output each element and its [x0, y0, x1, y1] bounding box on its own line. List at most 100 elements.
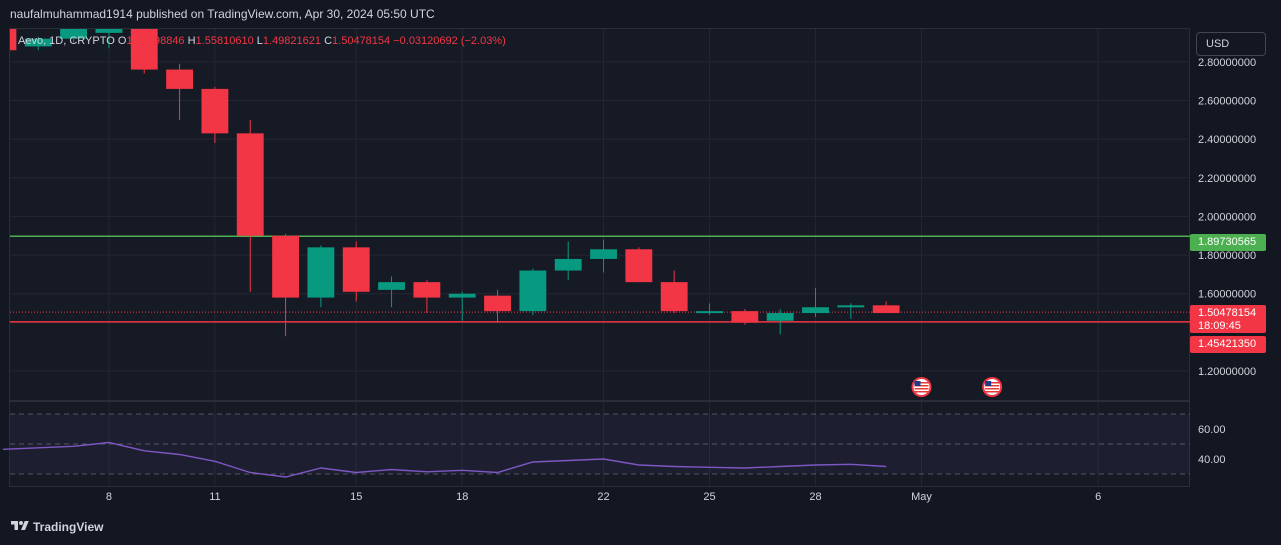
flag-canton	[914, 381, 921, 386]
publisher-caption: naufalmuhammad1914 published on TradingV…	[10, 7, 435, 21]
candle-body	[413, 282, 441, 298]
us-flag-event-icon	[911, 377, 932, 397]
candle	[625, 247, 653, 283]
candlestick-series	[10, 29, 900, 337]
axis-labels: 2.80000000 2.60000000 2.40000000 2.20000000…	[106, 57, 1256, 503]
candle-body	[272, 235, 299, 298]
price-axis-label: 1.60000000	[1198, 289, 1256, 301]
candle	[837, 303, 865, 319]
tradingview-brand[interactable]: TradingView	[33, 520, 104, 534]
candle-body	[590, 249, 617, 259]
last-price-tag: 1.50478154 18:09:45	[1190, 305, 1266, 333]
price-axis-label: 2.60000000	[1198, 95, 1256, 107]
candle	[519, 268, 547, 315]
legend-high-label: H	[187, 35, 196, 47]
candle	[307, 245, 335, 308]
candle	[731, 309, 759, 325]
candle	[95, 29, 123, 49]
flag-stripe	[914, 382, 929, 384]
candle	[696, 303, 723, 315]
candle-body	[625, 249, 653, 283]
flag-stripe	[985, 388, 1000, 390]
candle-body	[201, 88, 229, 134]
candle-body	[236, 133, 264, 236]
price-axis-label: 2.20000000	[1198, 173, 1256, 185]
flag-stripe	[985, 385, 1000, 387]
price-axis-label: 2.00000000	[1198, 211, 1256, 223]
legend-open-label: O	[117, 35, 127, 47]
horizontal-lines	[10, 235, 1190, 323]
currency-button[interactable]: USD	[1196, 32, 1266, 56]
resistance-price-tag: 1.89730565	[1190, 234, 1266, 251]
candle	[342, 241, 370, 302]
candle-body	[378, 282, 405, 290]
rsi-axis-label: 40.00	[1198, 454, 1226, 466]
price-axis-label: 1.20000000	[1198, 366, 1256, 378]
symbol-legend: Aevo, 1D, CRYPTO O1.53598846 H1.55810610…	[18, 35, 506, 47]
price-axis-label: 2.80000000	[1198, 57, 1256, 69]
candle	[130, 29, 158, 74]
candle-body	[731, 311, 759, 323]
price-axis-label: 1.80000000	[1198, 250, 1256, 262]
rsi-axis-label: 60.00	[1198, 424, 1226, 436]
candle-body	[872, 305, 900, 314]
candle	[166, 63, 194, 120]
candle-body	[802, 307, 829, 314]
candle	[413, 280, 441, 314]
flag-canton	[985, 381, 992, 386]
candle	[554, 241, 582, 281]
last-price-value: 1.50478154	[1198, 307, 1257, 319]
candle	[872, 301, 900, 314]
price-axis-label: 2.40000000	[1198, 134, 1256, 146]
time-axis-label: 6	[1095, 491, 1101, 503]
flag-stripe	[985, 391, 1000, 393]
candle-body	[837, 305, 865, 308]
candle-body	[519, 270, 547, 312]
time-axis-label: 28	[809, 491, 821, 503]
candle	[236, 119, 264, 292]
candle	[448, 291, 476, 321]
candle-body	[307, 247, 335, 298]
rsi-pane: 60.00 40.00	[2, 400, 1226, 478]
candle	[660, 270, 688, 314]
legend-close-label: C	[324, 35, 333, 47]
time-axis-label: 22	[597, 491, 609, 503]
flag-stripe	[914, 385, 929, 387]
footer	[0, 508, 1281, 545]
candle-body	[766, 313, 794, 321]
flag-stripe	[914, 388, 929, 390]
candle-body	[696, 311, 723, 314]
event-markers	[911, 377, 1003, 397]
bar-countdown: 18:09:45	[1198, 320, 1241, 332]
candle-body	[166, 69, 194, 89]
candle-body	[95, 29, 123, 33]
top-bar: naufalmuhammad1914 published on TradingV…	[0, 0, 1281, 28]
legend-low-value: 1.49821621	[262, 35, 322, 47]
time-axis-label: 8	[106, 491, 112, 503]
candle	[766, 309, 794, 335]
candle	[378, 276, 405, 308]
legend-close-value: 1.50478154	[332, 35, 391, 47]
candle-body	[130, 29, 158, 70]
candle	[60, 29, 88, 43]
us-flag-event-icon	[982, 377, 1003, 397]
rsi-line	[2, 441, 887, 478]
tradingview-logo-icon[interactable]	[10, 519, 30, 533]
candle-body	[660, 282, 688, 312]
time-axis-label: 15	[350, 491, 362, 503]
legend-symbol: Aevo, 1D, CRYPTO	[18, 35, 115, 47]
candle-body	[448, 293, 476, 298]
candle	[484, 289, 511, 323]
support-price-tag: 1.45421350	[1190, 336, 1266, 353]
legend-change: −0.03120692 (−2.03%)	[393, 35, 506, 47]
candle	[802, 287, 829, 317]
time-axis-label: 25	[703, 491, 715, 503]
legend-open-value: 1.53598846	[126, 35, 185, 47]
candle-body	[554, 258, 582, 271]
candle-body	[60, 29, 88, 39]
candle-body	[342, 247, 370, 292]
time-axis-label: May	[911, 491, 932, 503]
candle	[590, 239, 617, 273]
time-axis-label: 11	[209, 491, 220, 503]
